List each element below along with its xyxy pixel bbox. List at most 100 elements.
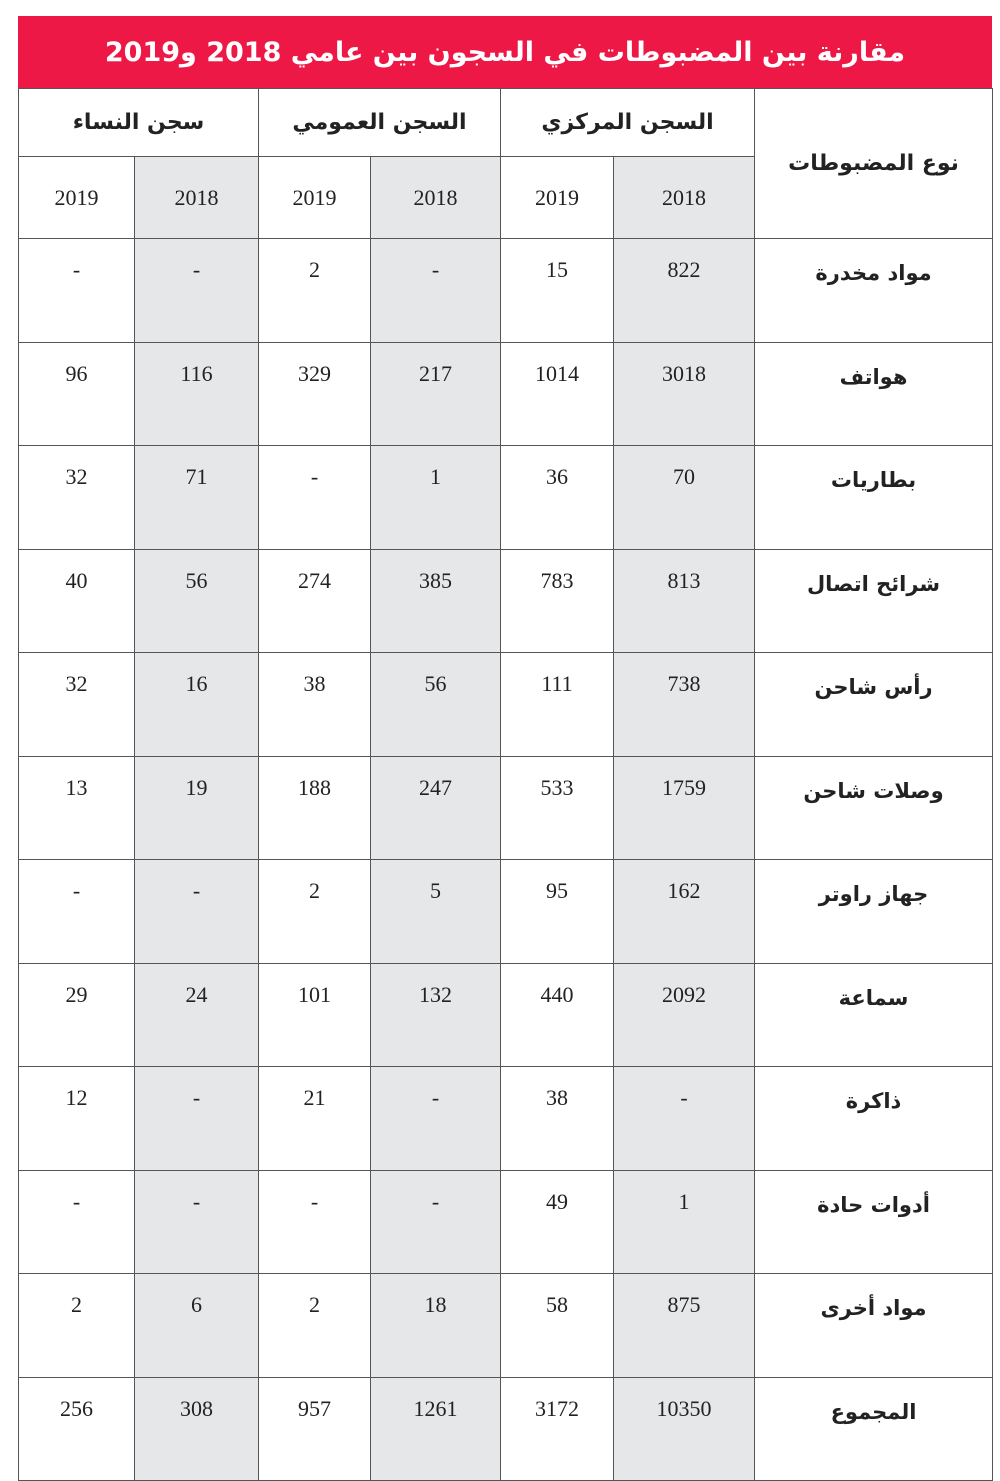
table-cell: - [370,1066,501,1171]
header-women-prison: سجن النساء [18,88,259,157]
table-cell: 70 [613,445,756,550]
table-cell: 56 [370,652,501,757]
header-central-prison: السجن المركزي [499,88,756,157]
table-cell: 21 [258,1066,371,1171]
table-cell: 2092 [613,962,756,1067]
table-cell: 3018 [613,341,756,446]
table-cell: 111 [499,652,615,757]
table-cell: 56 [134,548,259,653]
table-cell: 101 [258,962,371,1067]
table-row: مواد أخرى 875 58 18 2 6 2 [18,1273,994,1378]
table-cell: 385 [370,548,501,653]
header-type: نوع المضبوطات [754,88,994,239]
table-cell: 813 [613,548,756,653]
table-cell: 96 [18,341,135,446]
table-cell: 36 [499,445,615,550]
table-cell: - [258,1169,371,1274]
table-cell: 1759 [613,755,756,860]
table-cell: 32 [18,652,135,757]
table-cell: 6 [134,1273,259,1378]
seizures-table-container: مقارنة بين المضبوطات في السجون بين عامي … [18,16,994,1481]
row-type-label: سماعة [754,962,994,1067]
table-cell: 738 [613,652,756,757]
table-cell: 256 [18,1376,135,1481]
table-cell: 71 [134,445,259,550]
table-cell: 247 [370,755,501,860]
row-type-label: هواتف [754,341,994,446]
table-cell: 274 [258,548,371,653]
header-year: 2018 [134,156,259,239]
table-cell: - [134,859,259,964]
table-cell: - [134,1066,259,1171]
table-cell: - [18,238,135,343]
table-cell: 49 [499,1169,615,1274]
table-cell: 1014 [499,341,615,446]
table-cell: - [134,238,259,343]
table-cell: 132 [370,962,501,1067]
table-cell: 1 [613,1169,756,1274]
table-cell: 5 [370,859,501,964]
row-type-label: رأس شاحن [754,652,994,757]
table-row: أدوات حادة 1 49- - - - [18,1169,994,1274]
table-cell: 1 [370,445,501,550]
table-cell: 875 [613,1273,756,1378]
table-cell: 329 [258,341,371,446]
table-cell: 783 [499,548,615,653]
header-year: 2019 [499,156,615,239]
table-cell: 38 [258,652,371,757]
table-cell: - [18,1169,135,1274]
table-cell: 3172 [499,1376,615,1481]
table-cell: - [134,1169,259,1274]
table-cell: 95 [499,859,615,964]
seizures-table: نوع المضبوطات السجن المركزي السجن العموم… [18,88,994,1481]
table-cell: 16 [134,652,259,757]
row-type-label: مواد مخدرة [754,238,994,343]
header-general-prison: السجن العمومي [258,88,501,157]
table-cell: 217 [370,341,501,446]
table-row: شرائح اتصال 813 783 385 274 56 40 [18,548,994,653]
table-cell: 188 [258,755,371,860]
table-cell: 12 [18,1066,135,1171]
row-type-label: بطاريات [754,445,994,550]
header-year: 2018 [613,156,756,239]
row-type-label: ذاكرة [754,1066,994,1171]
table-cell: 162 [613,859,756,964]
table-row: هواتف 3018 1014 217 329 116 96 [18,341,994,446]
table-cell: 40 [18,548,135,653]
table-cell: 18 [370,1273,501,1378]
table-title: مقارنة بين المضبوطات في السجون بين عامي … [18,16,992,88]
table-cell: - [370,238,501,343]
table-cell: 2 [258,1273,371,1378]
table-row: ذاكرة -38-21-12 [18,1066,994,1171]
table-cell: 29 [18,962,135,1067]
table-cell: - [258,445,371,550]
table-cell: 822 [613,238,756,343]
row-type-label: جهاز راوتر [754,859,994,964]
header-year: 2019 [258,156,371,239]
table-cell: 13 [18,755,135,860]
table-cell: 38 [499,1066,615,1171]
table-cell: 10350 [613,1376,756,1481]
table-row: جهاز راوتر 162 95 5 2- - [18,859,994,964]
row-type-label: مواد أخرى [754,1273,994,1378]
table-row: رأس شاحن 738 111 56 38 16 32 [18,652,994,757]
row-type-label: أدوات حادة [754,1169,994,1274]
row-type-label: المجموع [754,1376,994,1481]
table-row: مواد مخدرة 822 15-2- - [18,238,994,343]
table-cell: 19 [134,755,259,860]
row-type-label: شرائح اتصال [754,548,994,653]
header-year: 2018 [370,156,501,239]
table-row: سماعة 2092 440 132 101 24 29 [18,962,994,1067]
table-cell: - [18,859,135,964]
table-cell: 58 [499,1273,615,1378]
table-cell: 24 [134,962,259,1067]
table-cell: 2 [18,1273,135,1378]
table-cell: 32 [18,445,135,550]
table-cell: 116 [134,341,259,446]
table-cell: - [613,1066,756,1171]
table-cell: 533 [499,755,615,860]
table-row: بطاريات 70 36 1-71 32 [18,445,994,550]
row-type-label: وصلات شاحن [754,755,994,860]
table-row: المجموع 10350 3172 1261 957 308 256 [18,1376,994,1481]
table-cell: 440 [499,962,615,1067]
